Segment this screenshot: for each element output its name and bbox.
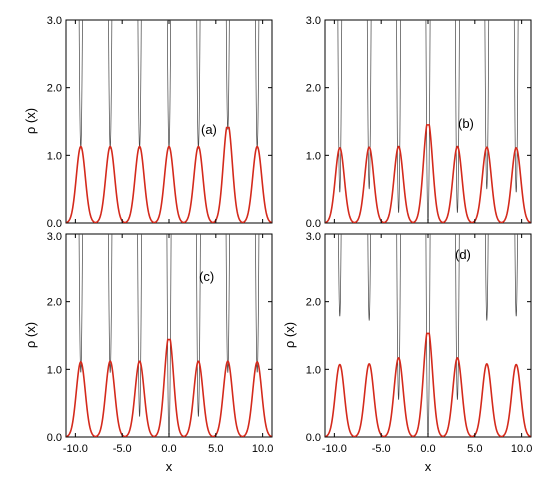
panel-c-density-peak (183, 360, 214, 437)
panel-d-tag: (d) (455, 247, 471, 262)
panel-b-density-peak (412, 124, 444, 223)
panel-d-density-peak (412, 332, 444, 437)
panel-d-xlabel: x (425, 459, 432, 474)
panel-d-density-peak (354, 363, 385, 437)
panel-c-density-peak (95, 360, 126, 437)
panel-a-tag: (a) (201, 122, 217, 137)
panel-b-density-peak (471, 146, 502, 223)
panel-a-ylabel: ρ (x) (23, 108, 38, 134)
panel-d-curves (325, 234, 531, 437)
panel-d-ytick-label: 3.0 (306, 231, 321, 243)
panel-b-ytick-label: 2.0 (306, 83, 321, 95)
panel-a-density-peak (183, 145, 214, 223)
panel-b-ytick-label: 0.0 (306, 218, 321, 230)
panel-c-density-peak (154, 338, 184, 437)
panel-d-density-peak (442, 356, 473, 437)
panel-a-ytick-label: 3.0 (47, 15, 62, 27)
panel-a-density-peak (124, 145, 155, 223)
panel-a-density-peak (66, 145, 96, 223)
panel-c-xtick-label: 10.0 (252, 443, 273, 455)
panel-b-ticks: 0.0 1.0 2.0 3.0 (306, 15, 531, 230)
panel-c-ytick-label: 0.0 (47, 432, 62, 444)
panel-c-frame (65, 233, 273, 438)
panel-a: 0.0 1.0 2.0 3.0 (a) ρ (x) (23, 15, 273, 230)
panel-d-density-peak (471, 363, 502, 437)
panel-d-density-peak (325, 363, 355, 437)
panel-b-curves (325, 20, 531, 223)
panel-c-density-peak (212, 360, 243, 437)
panel-a-ytick-label: 2.0 (47, 83, 62, 95)
panel-a-ytick-label: 0.0 (47, 218, 62, 230)
panel-d-density-peak (501, 363, 531, 437)
panel-a-density-peak (242, 145, 272, 223)
panel-c-potential-line (78, 234, 260, 437)
panel-c-xlabel: x (166, 459, 173, 474)
panel-b-ytick-label: 1.0 (306, 150, 321, 162)
panel-b-density-peak (354, 146, 385, 223)
panel-b-density-peak (383, 145, 414, 223)
panel-a-potential-line (78, 20, 260, 149)
panel-c-ticks: 0.0 1.0 2.0 3.0 -10.0 -5.0 0.0 5.0 10.0 (47, 231, 274, 455)
panel-d: 0.0 1.0 2.0 3.0 -10.0 -5.0 0.0 5.0 10.0 (d) ρ (x… (282, 231, 533, 474)
panel-c-ytick-label: 3.0 (47, 231, 62, 243)
panel-b: 0.0 1.0 2.0 3.0 (b) (306, 15, 532, 230)
panel-b-density-peak (325, 147, 355, 223)
panel-a-density-peak (95, 145, 126, 223)
panel-d-ytick-label: 1.0 (306, 364, 321, 376)
panel-a-ticks: 0.0 1.0 2.0 3.0 (47, 15, 272, 230)
panel-d-frame (324, 233, 532, 438)
panel-a-ytick-label: 1.0 (47, 150, 62, 162)
panel-d-xtick-label: 10.0 (511, 443, 532, 455)
panel-a-density-peak (154, 145, 184, 223)
panel-b-potential-line (337, 20, 519, 223)
panel-c-ylabel: ρ (x) (23, 322, 38, 348)
panel-b-frame (324, 19, 532, 224)
panel-a-frame (65, 19, 273, 224)
panel-c-density-peak (66, 361, 96, 437)
panel-c-density-peak (242, 361, 272, 437)
panel-c-density-peak (124, 360, 155, 437)
panel-b-density-peak (501, 147, 531, 223)
panel-c-xtick-label: 5.0 (208, 443, 223, 455)
panel-b-ytick-label: 3.0 (306, 15, 321, 27)
panel-c: 0.0 1.0 2.0 3.0 -10.0 -5.0 0.0 5.0 10.0 (c) ρ (x… (23, 231, 274, 474)
panel-d-ylabel: ρ (x) (282, 322, 297, 348)
panel-c-ytick-label: 1.0 (47, 364, 62, 376)
panel-d-ytick-label: 0.0 (306, 432, 321, 444)
panel-c-xtick-label: -10.0 (63, 443, 88, 455)
panel-d-xtick-label: 5.0 (467, 443, 482, 455)
panel-c-xtick-label: -5.0 (113, 443, 132, 455)
panel-d-ticks: 0.0 1.0 2.0 3.0 -10.0 -5.0 0.0 5.0 10.0 (306, 231, 533, 455)
panel-d-density-peak (383, 356, 414, 437)
panel-a-density-peak (212, 126, 243, 223)
panel-c-ytick-label: 2.0 (47, 297, 62, 309)
panel-c-curves (66, 234, 272, 437)
panel-a-curves (66, 20, 272, 223)
panel-d-xtick-label: 0.0 (420, 443, 435, 455)
panel-c-tag: (c) (199, 269, 214, 284)
panel-d-xtick-label: -10.0 (322, 443, 347, 455)
panel-c-xtick-label: 0.0 (161, 443, 176, 455)
panel-d-xtick-label: -5.0 (372, 443, 391, 455)
panel-d-ytick-label: 2.0 (306, 297, 321, 309)
panel-b-density-peak (442, 145, 473, 223)
panel-b-tag: (b) (458, 116, 474, 131)
